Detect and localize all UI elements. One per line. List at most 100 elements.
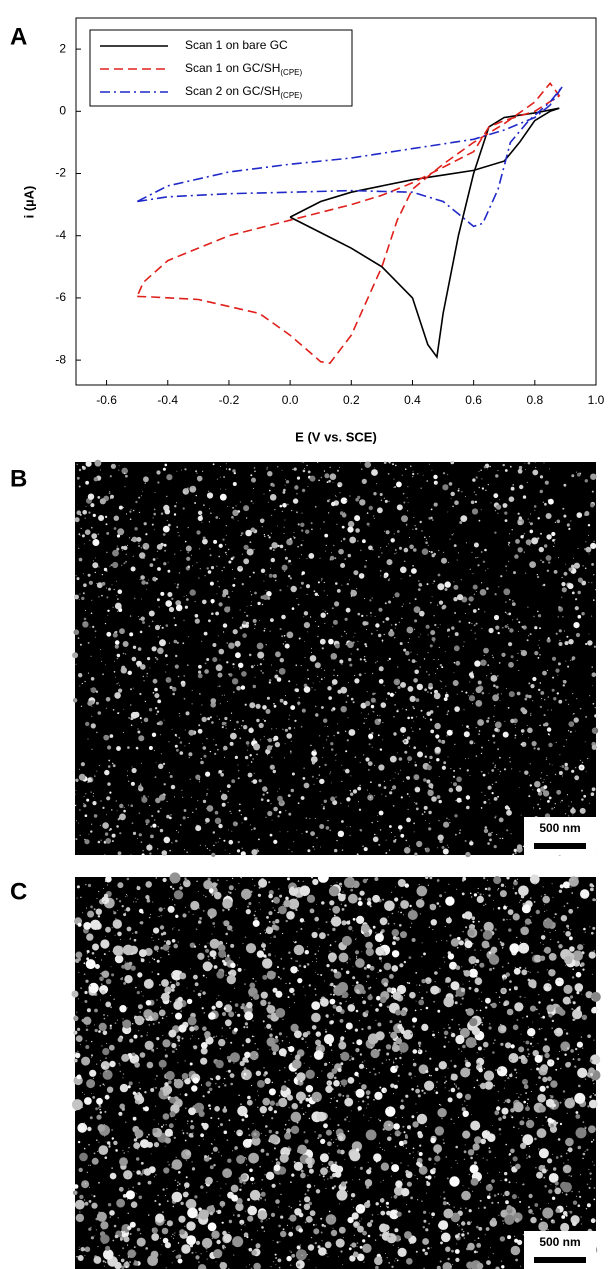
particle (81, 465, 85, 468)
particle (470, 1221, 472, 1223)
particle (269, 546, 273, 550)
particle (316, 958, 318, 960)
particle (588, 1099, 598, 1109)
particle (409, 745, 411, 747)
particle (203, 631, 208, 636)
particle (195, 774, 201, 780)
particle (353, 1234, 355, 1236)
particle (403, 1131, 406, 1134)
particle (234, 987, 236, 989)
particle (556, 1057, 560, 1061)
particle (375, 977, 377, 979)
particle (361, 985, 364, 987)
particle (468, 672, 474, 677)
particle (351, 1199, 353, 1201)
particle (264, 1027, 266, 1029)
particle (168, 1123, 174, 1129)
particle (154, 492, 156, 494)
particle (248, 1138, 253, 1143)
particle (382, 641, 384, 643)
particle (113, 515, 120, 521)
particle (333, 985, 336, 988)
particle (391, 965, 399, 972)
particle (139, 692, 142, 696)
particle (493, 614, 500, 621)
particle (379, 1205, 382, 1208)
particle (139, 618, 141, 621)
particle (298, 704, 300, 706)
particle (286, 911, 295, 920)
particle (464, 1144, 466, 1146)
particle (429, 1057, 432, 1060)
particle (291, 607, 295, 610)
particle (226, 942, 228, 944)
particle (464, 940, 473, 949)
particle (565, 931, 571, 937)
particle (230, 712, 233, 714)
particle (328, 638, 334, 645)
particle (141, 853, 145, 857)
particle (143, 558, 145, 559)
particle (481, 1000, 483, 1002)
particle (228, 1219, 233, 1224)
particle (373, 1153, 382, 1162)
particle (365, 757, 370, 762)
particle (444, 581, 451, 588)
particle (288, 848, 290, 850)
particle (290, 1207, 292, 1209)
particle (201, 521, 203, 523)
particle (222, 538, 225, 541)
particle (325, 826, 330, 830)
particle (130, 1201, 138, 1208)
particle (250, 604, 252, 607)
particle (264, 627, 266, 630)
particle (132, 1023, 134, 1025)
scale-bar (534, 843, 586, 849)
particle (408, 659, 411, 661)
particle (506, 876, 510, 880)
particle (99, 824, 101, 826)
particle (341, 513, 347, 518)
particle (574, 730, 576, 732)
particle (450, 768, 452, 770)
particle (160, 591, 165, 596)
particle (375, 1265, 379, 1269)
particle (418, 636, 420, 638)
particle (356, 915, 365, 925)
particle (311, 1091, 322, 1103)
particle (306, 1254, 308, 1256)
particle (245, 1038, 251, 1044)
particle (85, 505, 87, 507)
particle (452, 505, 454, 508)
particle (228, 673, 233, 677)
particle (500, 1023, 502, 1026)
particle (394, 1130, 401, 1137)
particle (390, 624, 393, 626)
particle (331, 501, 336, 507)
particle (521, 625, 524, 629)
particle (374, 933, 384, 943)
particle (468, 695, 476, 702)
particle (571, 801, 573, 803)
particle (581, 612, 585, 616)
particle (415, 899, 425, 908)
particle (389, 461, 391, 464)
particle (450, 497, 452, 499)
particle (394, 1145, 397, 1148)
particle (153, 1142, 160, 1148)
particle (176, 586, 179, 589)
particle (266, 468, 268, 470)
particle (215, 998, 217, 1000)
particle (456, 1243, 458, 1245)
particle (559, 1101, 562, 1104)
particle (525, 1119, 535, 1129)
particle (345, 1000, 347, 1003)
particle (441, 1118, 443, 1120)
particle (87, 700, 93, 706)
particle (172, 1250, 174, 1253)
particle (447, 1257, 450, 1261)
particle (160, 915, 162, 917)
particle (81, 534, 85, 538)
particle (284, 1123, 287, 1126)
particle (198, 577, 200, 579)
